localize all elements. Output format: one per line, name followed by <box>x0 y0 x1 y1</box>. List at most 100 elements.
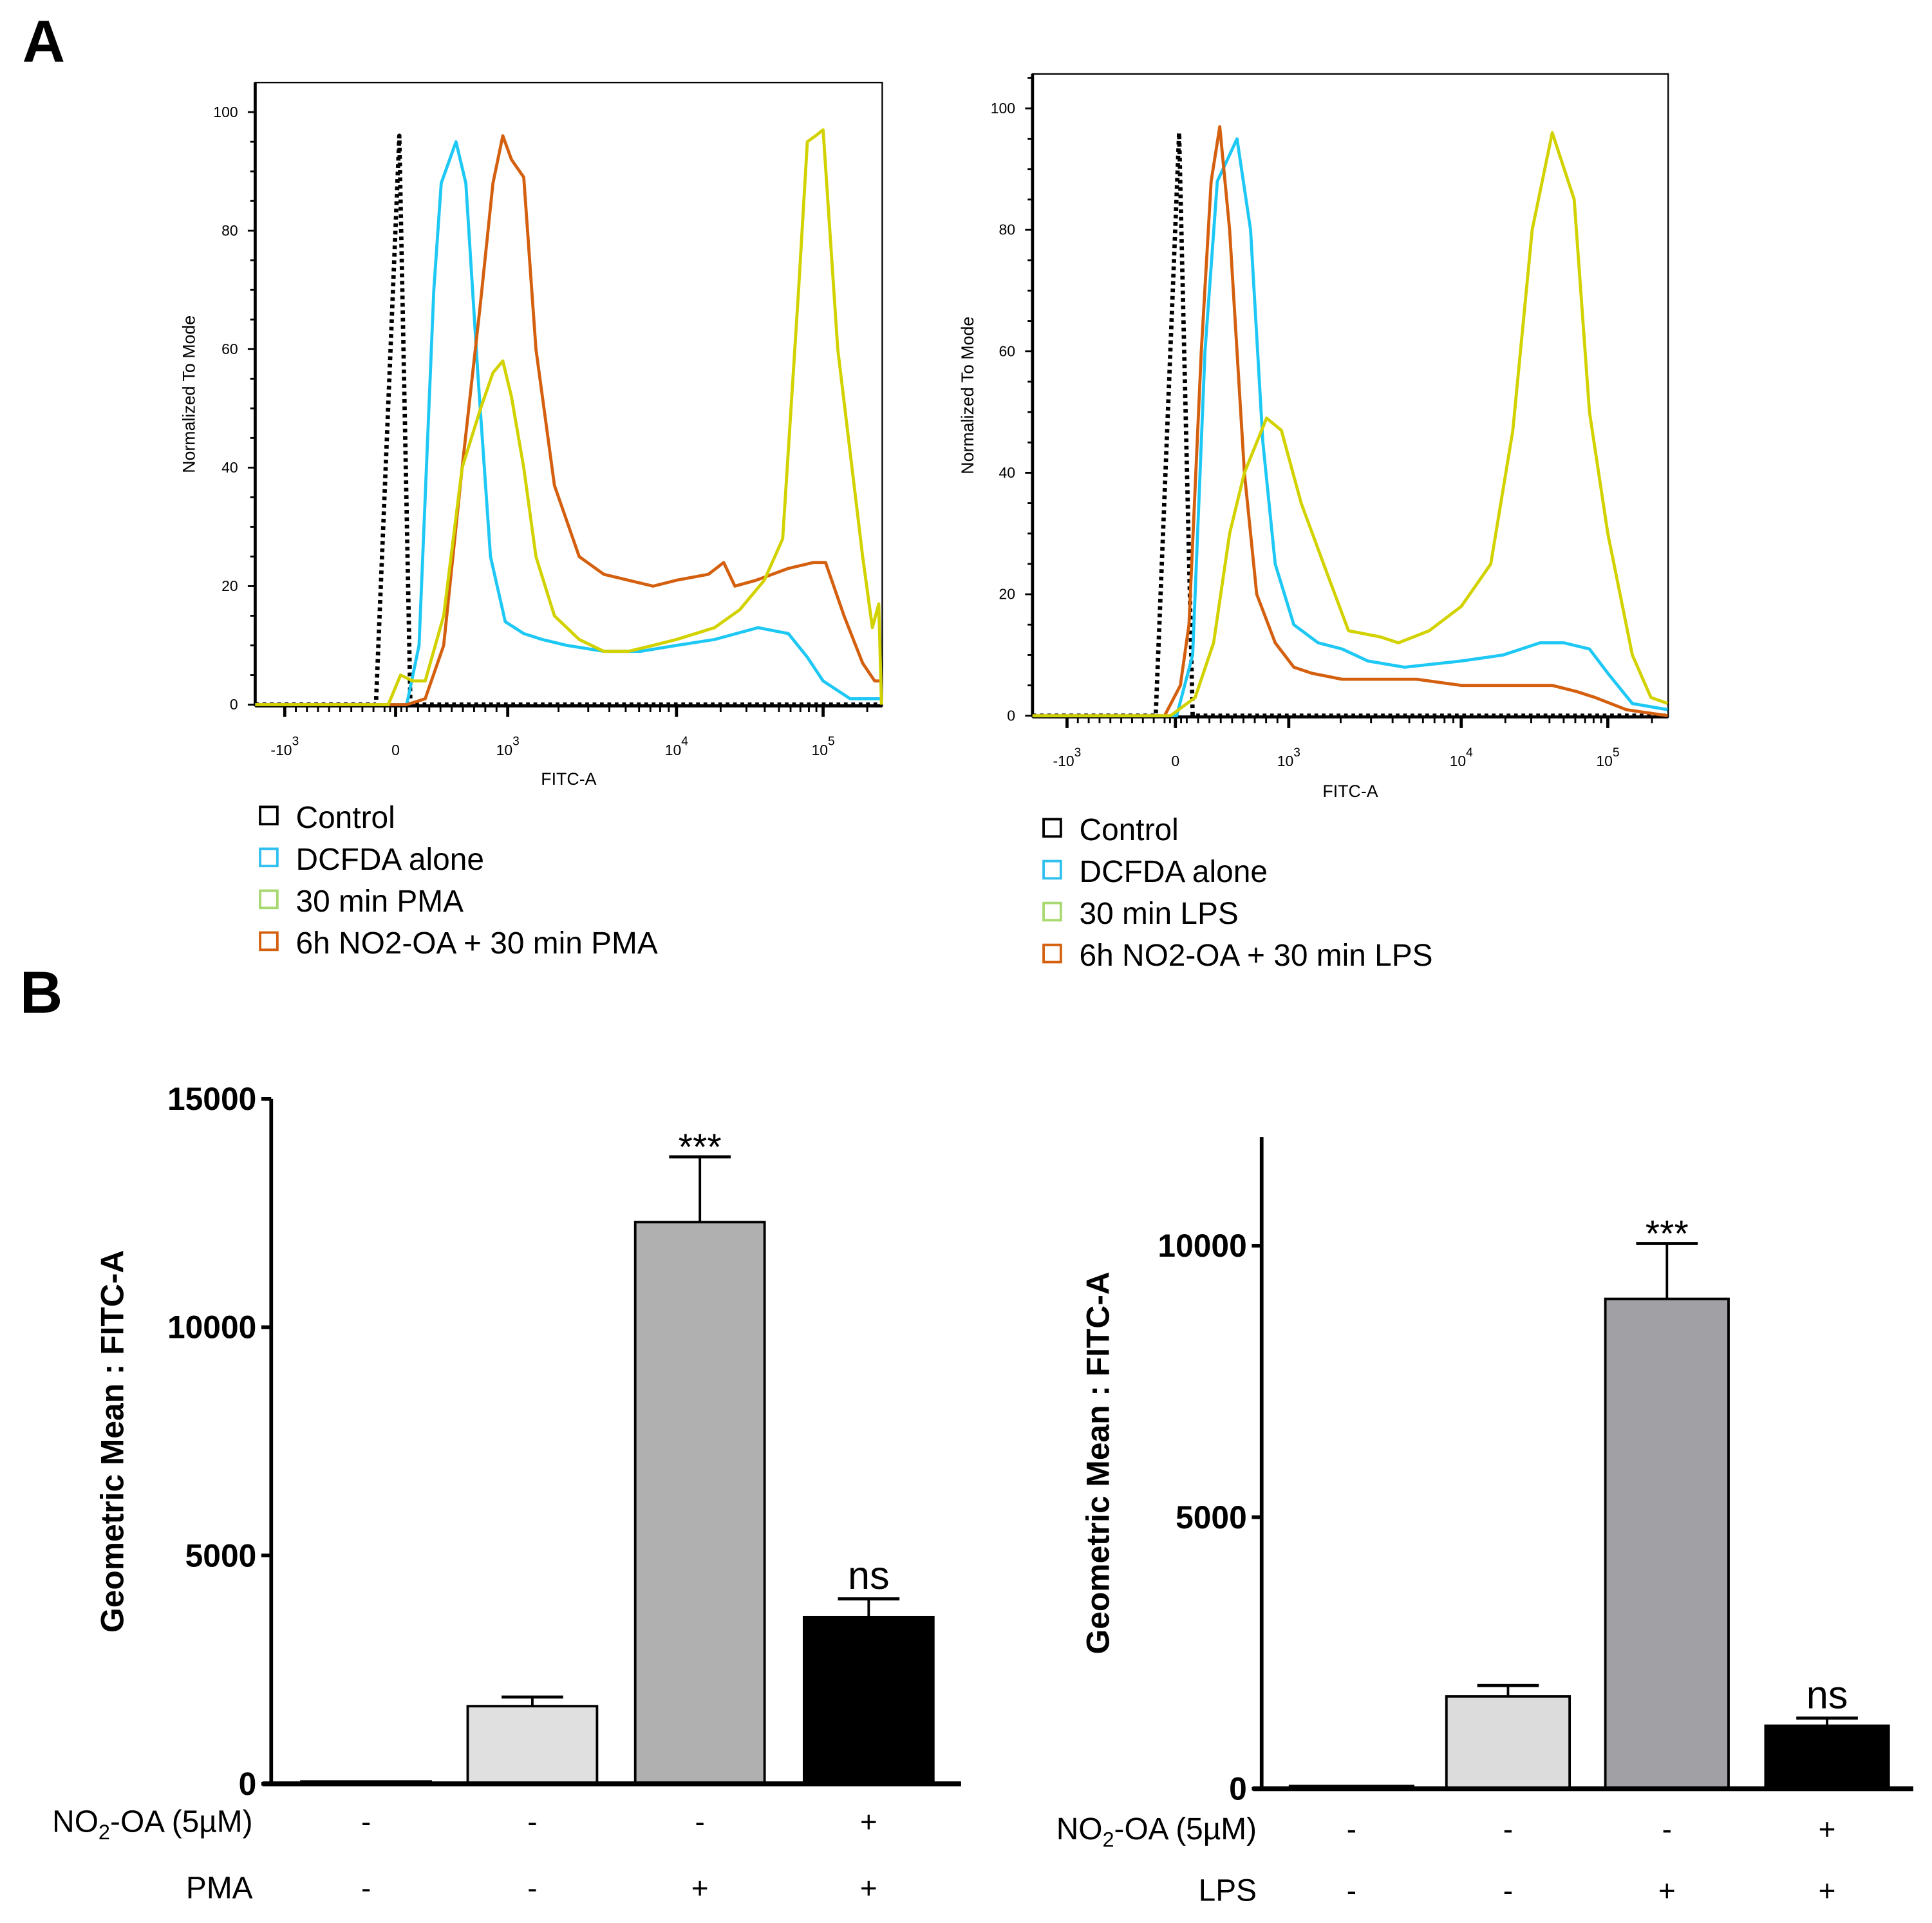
x-tick-label: 105 <box>811 735 834 758</box>
x-tick-exponent: 4 <box>681 735 688 749</box>
row-value: - <box>1662 1812 1672 1846</box>
bar-3 <box>633 1221 766 1785</box>
bar-2 <box>1445 1695 1571 1790</box>
legend-label: DCFDA alone <box>296 843 484 877</box>
y-tick-label: 0 <box>1229 1771 1247 1807</box>
x-tick-label: 104 <box>665 735 689 758</box>
row-value: + <box>1658 1874 1676 1908</box>
series-line-6h-no2-oa-30-min-pma <box>255 134 882 706</box>
x-tick-exponent: 3 <box>292 735 299 749</box>
row-label-text: -OA (5µM) <box>110 1805 253 1839</box>
x-tick-exponent: 3 <box>1074 746 1082 760</box>
y-tick-label: 0 <box>1007 707 1015 724</box>
y-tick-label: 0 <box>239 1766 257 1802</box>
x-tick-base: -10 <box>270 742 292 758</box>
y-axis-label: Normalized To Mode <box>180 315 199 473</box>
bar-chart-bar-lps: 0 5000 10000 Geometric Mean : FITC-A *** ns NO… <box>1056 1137 1913 1908</box>
x-tick-base: -10 <box>1053 753 1074 769</box>
x-tick-exponent: 5 <box>1613 746 1620 760</box>
row-value: + <box>1819 1812 1836 1846</box>
row-value: - <box>1347 1874 1356 1908</box>
y-tick-label: 100 <box>213 104 238 120</box>
legend-swatch <box>259 847 279 868</box>
y-tick-label: 15000 <box>167 1081 256 1117</box>
y-tick-label: 40 <box>221 459 238 476</box>
x-tick-base: 10 <box>811 742 828 758</box>
row-value: - <box>527 1805 537 1838</box>
x-tick-base: 0 <box>391 742 400 758</box>
y-tick-label: 5000 <box>185 1537 257 1573</box>
series-line-30-min-lps <box>1032 131 1669 718</box>
row-label-text: -OA (5µM) <box>1114 1812 1257 1846</box>
y-tick-label: 80 <box>999 221 1016 238</box>
legend-label: Control <box>1080 813 1179 847</box>
row-value: - <box>1347 1812 1356 1846</box>
y-axis-label: Geometric Mean : FITC-A <box>95 1250 131 1633</box>
legend-swatch <box>1042 859 1062 880</box>
legend-swatch <box>1042 901 1062 922</box>
row-value: + <box>860 1805 877 1838</box>
x-tick-base: 10 <box>1450 753 1467 769</box>
legend-swatch <box>259 805 279 826</box>
bar-3 <box>1604 1297 1730 1790</box>
x-axis-label: FITC-A <box>541 769 596 789</box>
y-tick-label: 80 <box>221 222 238 239</box>
x-tick-label: -103 <box>1053 746 1081 769</box>
legend-swatch <box>1042 943 1062 964</box>
plot-frame <box>1031 73 1669 718</box>
y-tick-label: 10000 <box>167 1309 256 1346</box>
y-tick-label: 20 <box>999 586 1016 603</box>
row-value: - <box>1503 1812 1513 1846</box>
x-tick-base: 10 <box>496 742 513 758</box>
row-label-subscript: 2 <box>1102 1828 1114 1851</box>
x-tick-exponent: 3 <box>1293 746 1300 760</box>
row-value: + <box>691 1871 709 1905</box>
legend-label: 30 min LPS <box>1080 897 1239 931</box>
series-line-control <box>255 133 882 707</box>
x-tick-exponent: 4 <box>1466 746 1473 760</box>
y-tick-label: 10000 <box>1158 1228 1246 1264</box>
x-tick-exponent: 3 <box>512 735 520 749</box>
x-tick-base: 10 <box>665 742 682 758</box>
x-tick-exponent: 5 <box>828 735 835 749</box>
legend-swatch <box>259 931 279 952</box>
y-tick-label: 40 <box>999 464 1016 481</box>
y-tick-label: 60 <box>221 341 238 357</box>
significance-ns: ns <box>848 1553 890 1597</box>
bar-4 <box>802 1615 935 1785</box>
series-line-dcfda-alone <box>255 140 882 706</box>
significance-stars: *** <box>679 1127 722 1168</box>
significance-stars: *** <box>1646 1213 1689 1254</box>
x-tick-label: 103 <box>496 735 520 758</box>
row-label-subscript: 2 <box>98 1821 110 1844</box>
legend-label: 6h NO2-OA + 30 min PMA <box>296 926 658 961</box>
x-tick-base: 10 <box>1277 753 1294 769</box>
y-tick-label: 100 <box>991 100 1015 117</box>
plot-frame <box>254 82 883 707</box>
x-tick-label: -103 <box>270 735 299 758</box>
x-tick-label: 0 <box>1171 753 1179 769</box>
row-label-text: LPS <box>1199 1874 1257 1908</box>
legend-label: Control <box>296 801 395 835</box>
bar-2 <box>466 1705 599 1785</box>
legend-label: DCFDA alone <box>1080 855 1268 889</box>
legend-swatch <box>259 889 279 910</box>
row-value: - <box>1503 1874 1513 1908</box>
series-line-dcfda-alone <box>1032 137 1668 718</box>
panel-label-b: B <box>20 960 62 1026</box>
series-line-6h-no2-oa-30-min-lps <box>1032 125 1668 718</box>
panel-label-a: A <box>23 9 65 75</box>
x-axis-label: FITC-A <box>1322 782 1378 801</box>
y-axis-label: Geometric Mean : FITC-A <box>1080 1271 1116 1654</box>
legend-label: 6h NO2-OA + 30 min LPS <box>1080 939 1433 973</box>
row-value: - <box>527 1871 537 1905</box>
row-value: - <box>361 1871 371 1905</box>
row-value: - <box>695 1805 705 1838</box>
bar-4 <box>1764 1724 1890 1790</box>
row-value: + <box>1819 1874 1836 1908</box>
x-tick-label: 103 <box>1277 746 1300 769</box>
